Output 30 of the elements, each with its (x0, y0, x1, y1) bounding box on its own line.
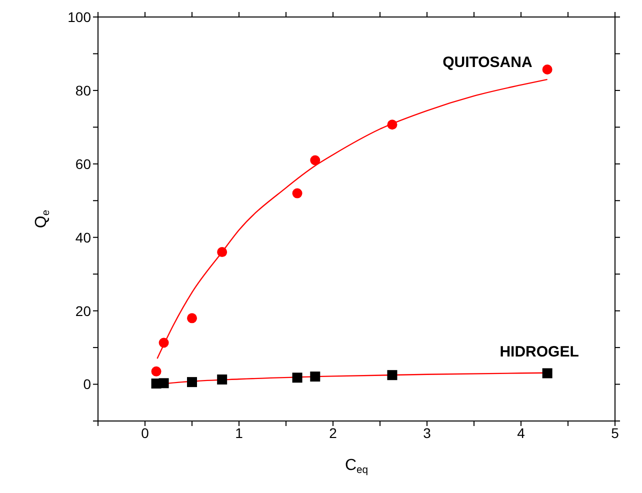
point (292, 372, 302, 383)
y-tick-label: 20 (75, 302, 92, 319)
point (217, 247, 228, 258)
x-tick-label: 1 (235, 424, 244, 441)
x-tick-label: 3 (423, 424, 432, 441)
y-tick-label: 60 (75, 156, 92, 172)
point (542, 64, 552, 75)
series-label: QUITOSANA (442, 54, 532, 72)
point (310, 372, 320, 382)
y-tick-label: 0 (83, 376, 92, 392)
x-tick-label: 4 (517, 424, 526, 441)
point (310, 155, 320, 166)
x-axis-title: C$_{eq}$ (344, 457, 368, 476)
point (158, 338, 169, 348)
point (187, 377, 197, 388)
point (387, 370, 398, 380)
point (542, 368, 552, 378)
point (292, 188, 302, 198)
x-tick-label: 0 (141, 424, 150, 441)
y-tick-label: 80 (75, 82, 92, 98)
point (158, 378, 169, 388)
y-tick-label: 40 (75, 229, 92, 246)
point (187, 313, 197, 324)
y-tick-label: 100 (68, 8, 92, 25)
x-tick-label: 5 (611, 424, 620, 441)
point (151, 366, 162, 376)
point (217, 374, 228, 384)
series-label: HIDROGEL (500, 344, 579, 361)
x-tick-label: 2 (329, 424, 338, 441)
point (387, 120, 398, 130)
